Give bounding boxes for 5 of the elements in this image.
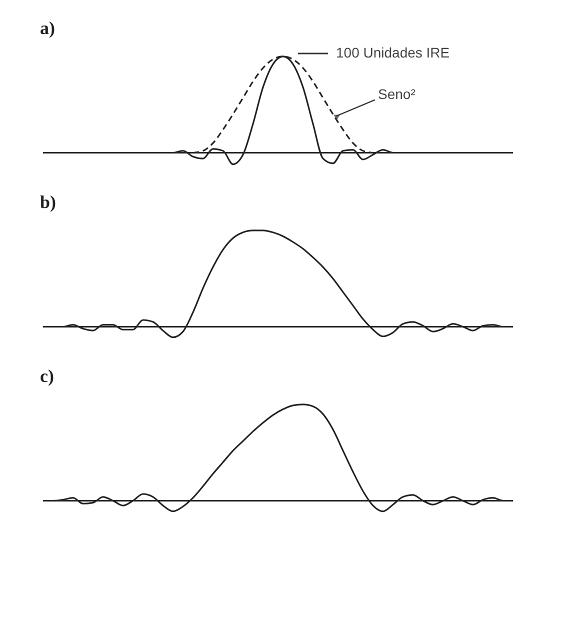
text: Seno²	[378, 86, 416, 102]
chart-title: a)	[40, 18, 55, 38]
chart-title: b)	[40, 192, 56, 212]
chart-title: c)	[40, 366, 54, 386]
annotation: 100 Unidades IRE	[336, 44, 450, 61]
